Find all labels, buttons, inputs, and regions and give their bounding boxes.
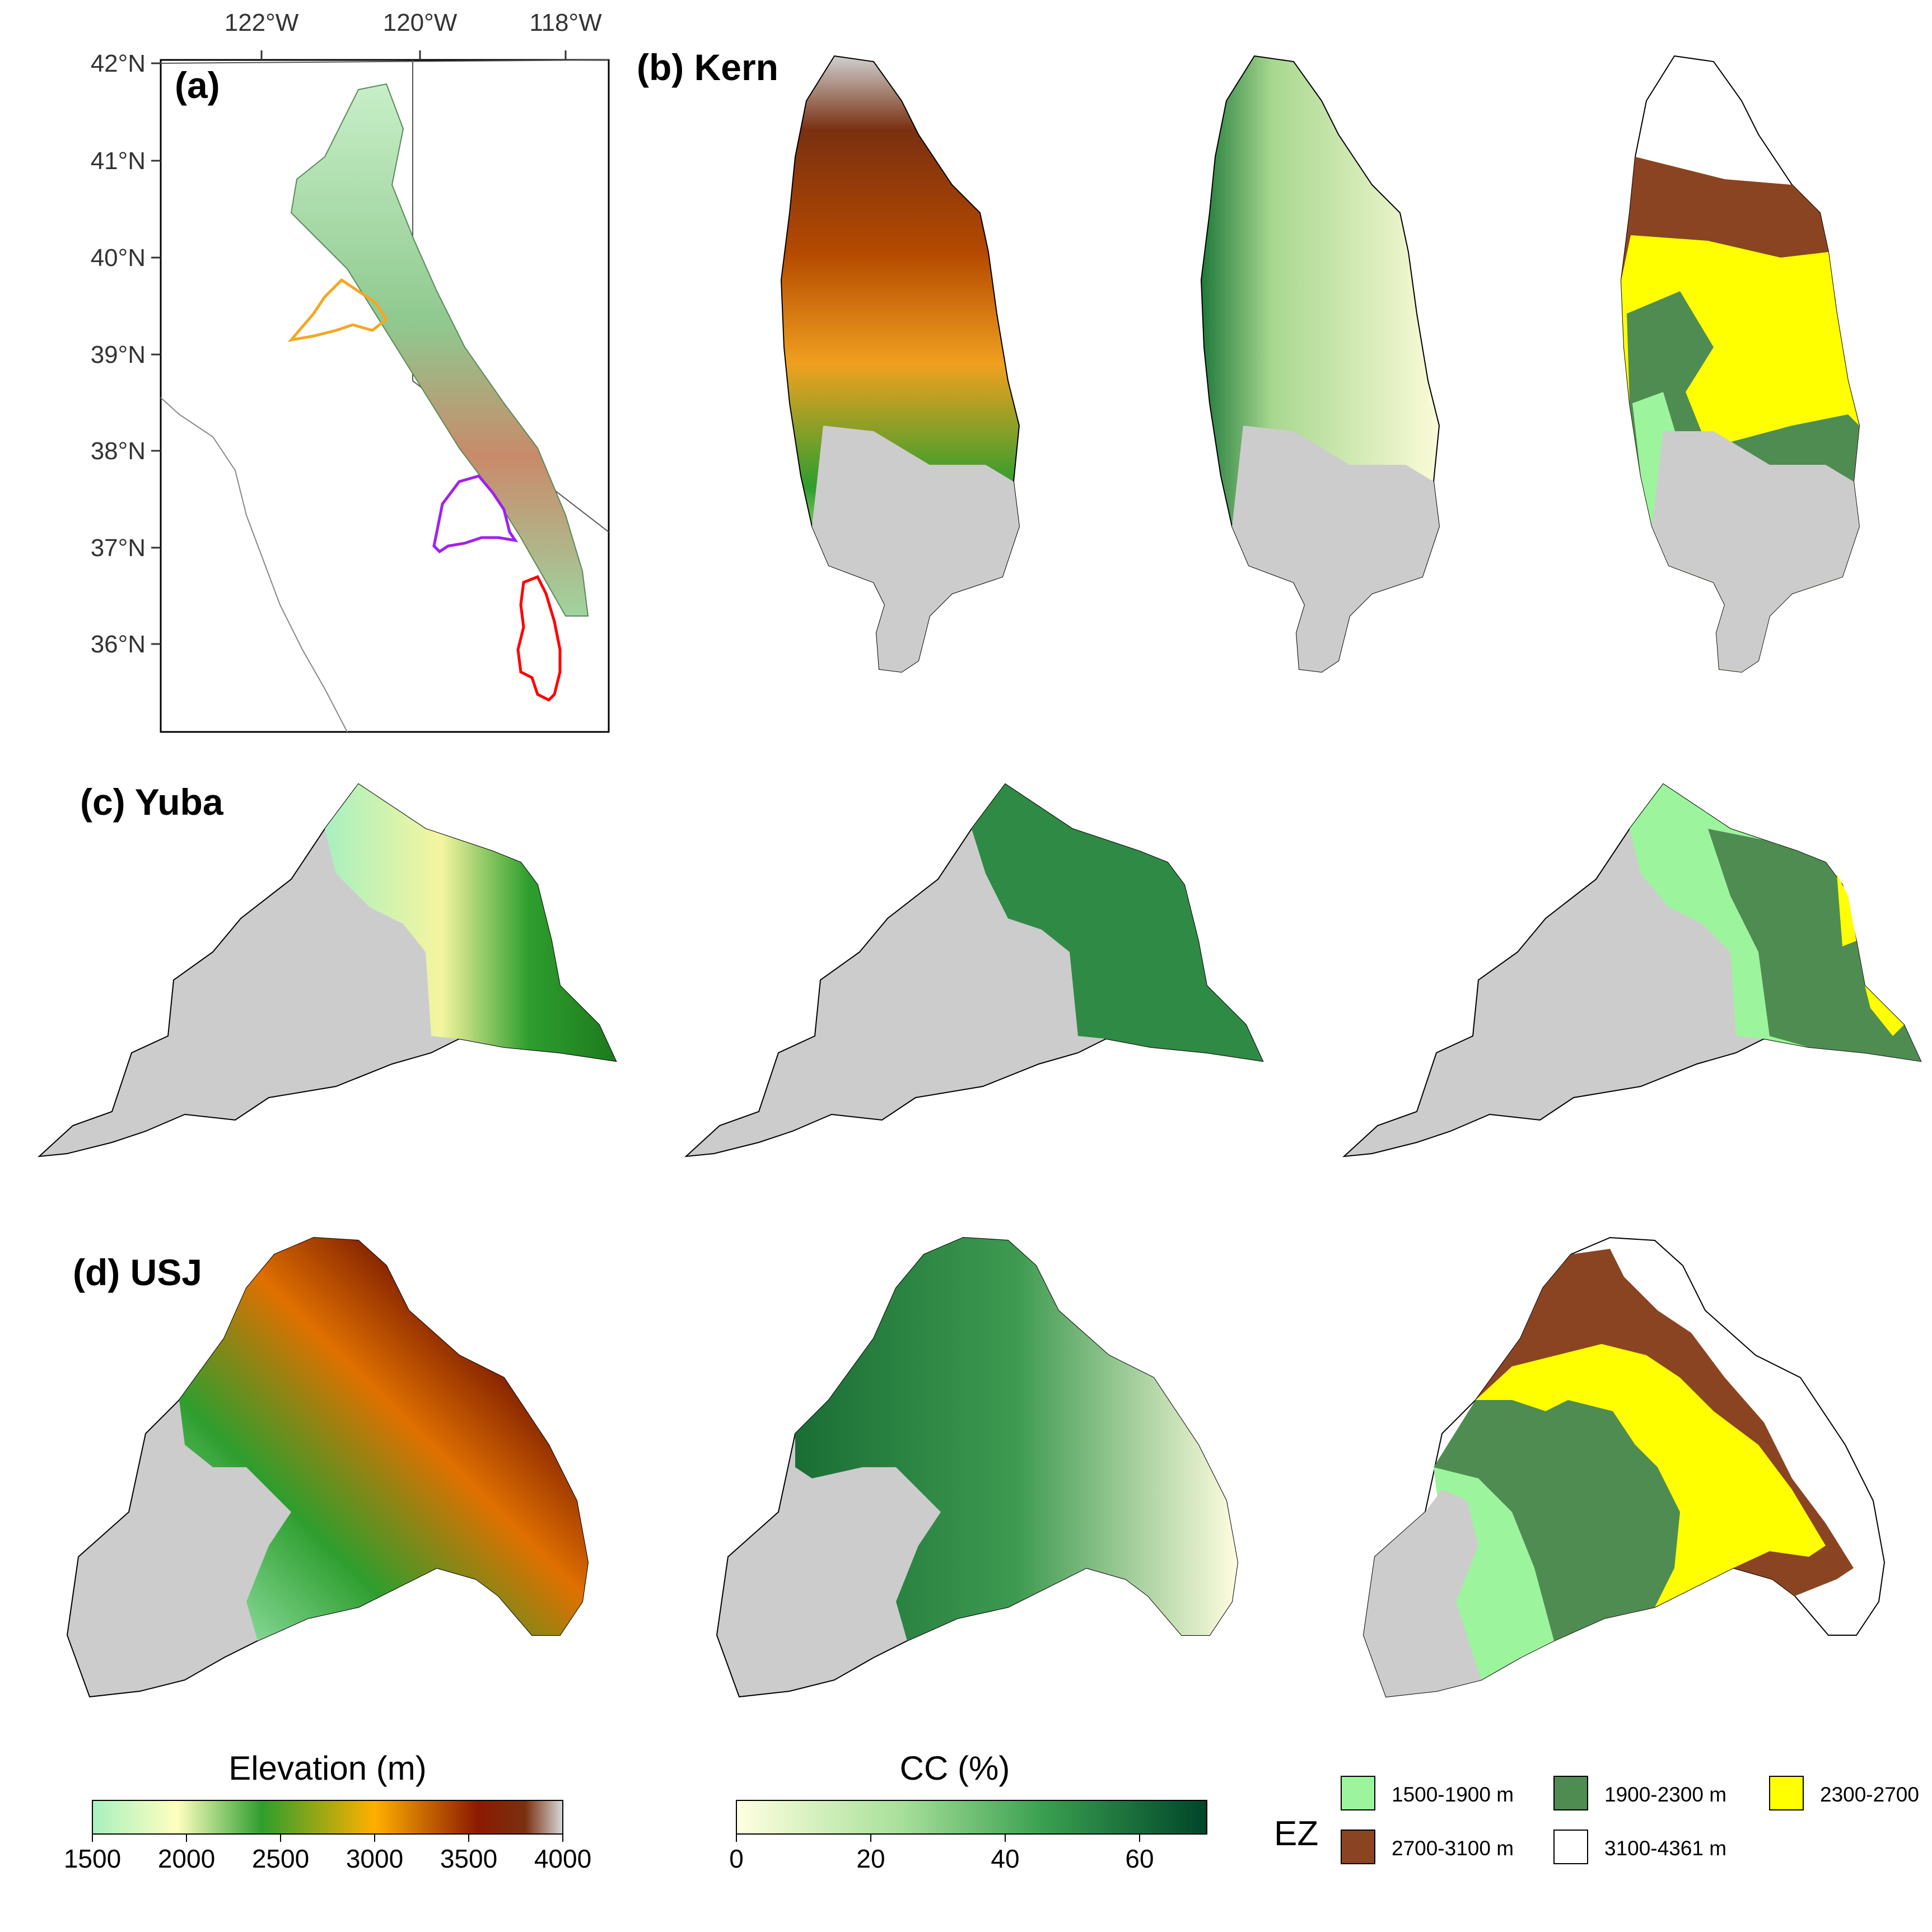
cc-colorbar: [736, 1800, 1207, 1835]
colorbar-tick-label: 60: [1125, 1844, 1154, 1873]
lon-tick-label: 122°W: [225, 9, 299, 36]
lat-tick-label: 38°N: [91, 437, 146, 465]
kern-elevation-zone-map: [1620, 55, 1860, 673]
usj-basin-outline: [432, 474, 519, 554]
colorbar-tick-label: 2000: [158, 1844, 215, 1873]
colorbar-tick-label: 40: [991, 1844, 1019, 1873]
kern-basin-outline: [516, 575, 562, 702]
ez-legend: EZ 1500-1900 m 1900-2300 m 2300-2700 2700-3…: [1274, 1776, 1919, 1864]
yuba-elevation-map: [38, 783, 617, 1158]
panel-c-label: (c) Yuba: [80, 781, 224, 823]
panel-d-label: (d) USJ: [73, 1252, 202, 1293]
cc-legend: CC (%) 0 20 40 60: [729, 1749, 1207, 1873]
cc-legend-title: CC (%): [900, 1749, 1010, 1787]
ez-legend-swatch: [1553, 1776, 1588, 1810]
ez-legend-swatch: [1769, 1776, 1804, 1810]
elevation-legend-title: Elevation (m): [228, 1749, 426, 1787]
colorbar-tick-label: 3500: [440, 1844, 497, 1873]
yuba-basin-outline: [287, 278, 389, 342]
elevation-colorbar: [92, 1800, 563, 1835]
colorbar-tick-label: 4000: [534, 1844, 591, 1873]
yuba-elevation-zone-map: [1342, 783, 1922, 1158]
kern-elevation-map: [780, 55, 1020, 673]
ez-legend-label: 2300-2700: [1820, 1783, 1919, 1806]
sierra-nevada-region: [290, 83, 589, 617]
kern-canopy-cover-map: [1200, 55, 1440, 673]
panel-a-overview-map: 122°W 120°W 118°W 42°N 41°N 40°N 39°N 38…: [91, 9, 610, 733]
usj-elevation-map: [66, 1236, 589, 1698]
lat-tick-label: 40°N: [91, 244, 146, 272]
colorbar-tick-label: 20: [856, 1844, 885, 1873]
lon-tick-label: 118°W: [529, 9, 602, 36]
lat-tick-label: 41°N: [91, 147, 146, 175]
oregon-border: [160, 59, 609, 64]
usj-canopy-cover-map: [716, 1236, 1239, 1698]
ez-legend-label: 2700-3100 m: [1392, 1837, 1514, 1860]
ez-legend-title: EZ: [1274, 1814, 1318, 1853]
ez-legend-swatch: [1553, 1830, 1588, 1864]
ez-legend-label: 1500-1900 m: [1392, 1783, 1514, 1806]
lat-tick-label: 39°N: [91, 341, 146, 368]
elevation-legend: Elevation (m) 1500 2000 2500 3000 3500 4000: [64, 1749, 591, 1873]
colorbar-tick-label: 0: [729, 1844, 744, 1873]
lat-tick-label: 42°N: [91, 50, 146, 77]
lon-tick-label: 120°W: [383, 9, 458, 36]
coastline: [160, 397, 348, 732]
ez-legend-label: 1900-2300 m: [1604, 1783, 1726, 1806]
colorbar-tick-label: 3000: [346, 1844, 403, 1873]
colorbar-tick-label: 2500: [252, 1844, 309, 1873]
ez-legend-label: 3100-4361 m: [1604, 1837, 1726, 1860]
ez-legend-swatch: [1341, 1830, 1375, 1864]
panel-a-label: (a): [175, 64, 220, 106]
lat-tick-label: 36°N: [91, 631, 146, 658]
yuba-canopy-cover-map: [684, 783, 1264, 1158]
panel-b-label: (b) Kern: [637, 46, 778, 88]
lat-tick-label: 37°N: [91, 534, 146, 562]
ez-legend-swatch: [1341, 1776, 1375, 1810]
usj-elevation-zone-map: [1362, 1236, 1886, 1698]
overview-lon-ticks: 122°W 120°W 118°W: [225, 9, 602, 60]
colorbar-tick-label: 1500: [64, 1844, 121, 1873]
overview-lat-ticks: 42°N 41°N 40°N 39°N 38°N 37°N 36°N: [91, 50, 161, 658]
